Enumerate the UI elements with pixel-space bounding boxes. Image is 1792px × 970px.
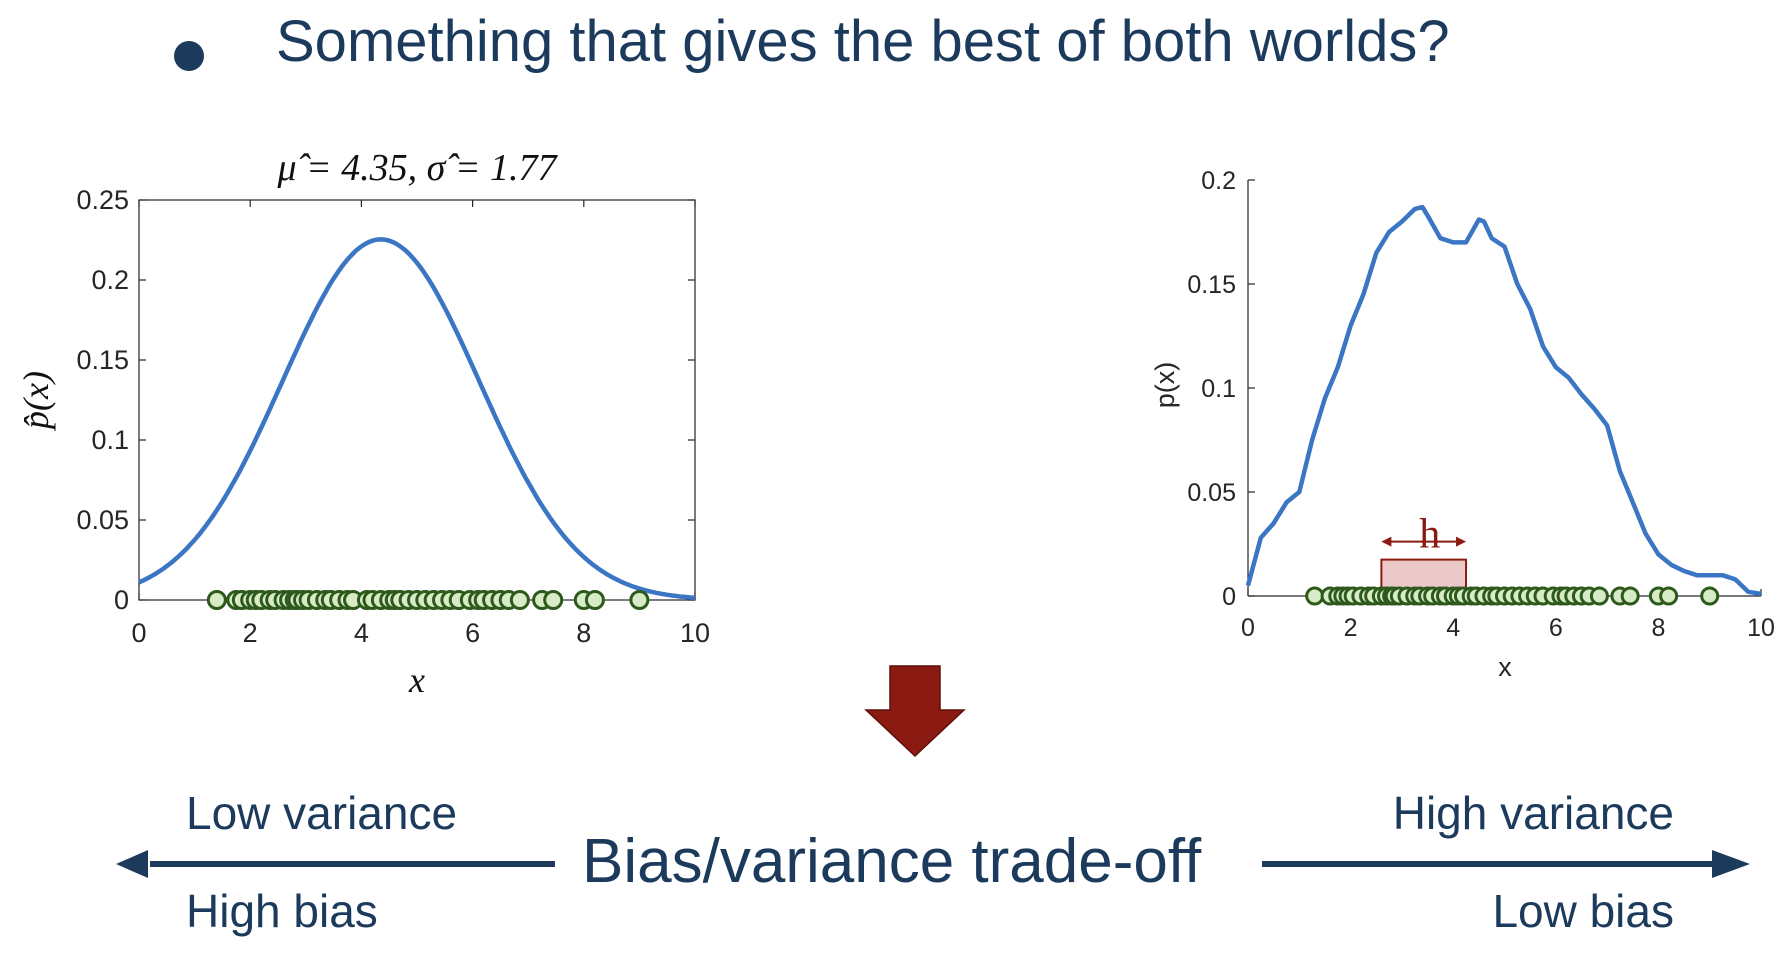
y-tick-label: 0.1	[91, 425, 129, 455]
sample-point	[206, 590, 227, 610]
bandwidth-label: h	[1419, 512, 1440, 558]
x-axis-label: x	[1498, 652, 1512, 682]
x-tick-label: 10	[1747, 614, 1775, 642]
x-tick-label: 4	[354, 618, 369, 648]
sample-point	[509, 590, 530, 610]
x-axis-tick-labels: 0 2 4 6 8 10	[131, 618, 710, 648]
sample-point	[629, 590, 650, 610]
sample-point	[1620, 586, 1640, 606]
axes	[1247, 179, 1762, 597]
x-tick-label: 8	[576, 618, 591, 648]
tradeoff-arrows	[116, 850, 1750, 878]
y-tick-label: 0	[114, 585, 129, 615]
x-tick-label: 6	[465, 618, 480, 648]
bullet-text: Something that gives the best of both wo…	[276, 9, 1450, 74]
sample-point	[543, 590, 564, 610]
x-axis-tick-labels: 0 2 4 6 8 10	[1241, 614, 1775, 642]
x-tick-label: 8	[1651, 614, 1665, 642]
sample-point	[1305, 586, 1325, 606]
sample-point	[1700, 586, 1720, 606]
y-axis-label-rotated: p(x)	[1150, 362, 1180, 409]
sample-point	[584, 590, 605, 610]
y-axis-label: p̂(x)	[16, 371, 56, 432]
y-axis-tick-labels: 0 0.05 0.1 0.15 0.2	[1187, 167, 1236, 611]
sample-point	[1659, 586, 1679, 606]
bullet-point	[174, 41, 204, 71]
y-tick-label: 0.15	[1187, 271, 1236, 299]
x-tick-label: 2	[243, 618, 258, 648]
y-tick-label: 0.15	[76, 345, 129, 375]
sample-points	[206, 590, 650, 610]
y-tick-label: 0.05	[1187, 479, 1236, 507]
bandwidth-arrowhead-right	[1456, 536, 1467, 547]
y-tick-label: 0.2	[91, 265, 129, 295]
sample-point	[1589, 586, 1609, 606]
high-bias-label: High bias	[186, 885, 378, 937]
plot-area-frame	[138, 199, 696, 601]
bandwidth-arrowhead-left	[1381, 536, 1392, 547]
y-axis-tick-labels: 0 0.05 0.1 0.15 0.2 0.25	[76, 185, 129, 615]
sample-points	[1305, 586, 1720, 606]
low-variance-label: Low variance	[186, 787, 458, 839]
x-tick-label: 2	[1344, 614, 1358, 642]
x-tick-label: 10	[680, 618, 710, 648]
y-tick-label: 0.2	[1201, 167, 1236, 195]
down-arrow-icon	[864, 665, 966, 758]
x-axis-label: x	[408, 660, 425, 700]
right-arrow-icon	[1262, 850, 1750, 878]
tradeoff-title: Bias/variance trade-off	[582, 827, 1202, 896]
high-variance-label: High variance	[1392, 787, 1674, 839]
y-tick-label: 0.1	[1201, 375, 1236, 403]
y-tick-label: 0.25	[76, 185, 129, 215]
left-arrow-icon	[116, 850, 555, 878]
gaussian-density-line	[138, 237, 696, 601]
x-tick-label: 0	[1241, 614, 1255, 642]
bandwidth-arrow	[1381, 536, 1467, 547]
gaussian-fit-chart: 0 2 4 6 8 10 0 0.05 0.1 0.15 0.2 0.25 μ̂ = 4.35, σ…	[16, 147, 710, 700]
chart-title: μ̂ = 4.35, σ̂ = 1.77	[276, 147, 558, 189]
kde-density-line	[1245, 204, 1762, 597]
x-tick-label: 0	[131, 618, 146, 648]
y-tick-label: 0	[1222, 583, 1236, 611]
y-tick-label: 0.05	[76, 505, 129, 535]
low-bias-label: Low bias	[1492, 885, 1674, 937]
x-tick-label: 4	[1446, 614, 1460, 642]
x-tick-label: 6	[1549, 614, 1563, 642]
